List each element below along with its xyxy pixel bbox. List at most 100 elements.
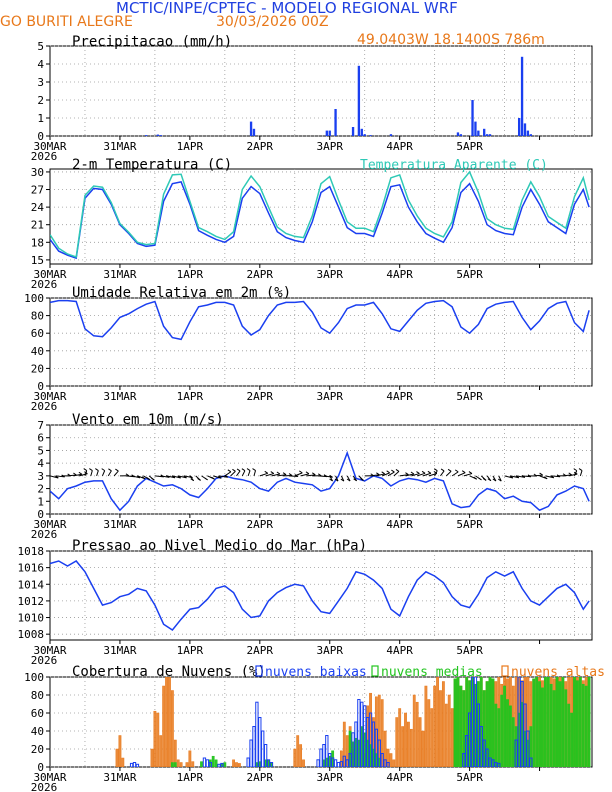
precip-bar bbox=[156, 134, 159, 136]
cloud-bar-altas bbox=[424, 685, 428, 767]
cloud-bar-altas bbox=[345, 735, 349, 767]
wind-barb bbox=[574, 470, 578, 477]
x-tick-label: 30MAR bbox=[33, 518, 66, 531]
panel-precip: 0 1 2 3 4 5 30MAR 31MAR 1APR 2APR 3APR 4APR 5APR 2026… bbox=[31, 34, 593, 163]
cloud-bar-baixas bbox=[371, 721, 376, 767]
cloud-bar-altas bbox=[412, 694, 416, 767]
wind-barb-head bbox=[482, 477, 487, 481]
plot-area bbox=[50, 560, 590, 632]
cloud-bar-medias bbox=[584, 685, 588, 767]
cloud-bar-altas bbox=[153, 710, 157, 767]
panel-frame bbox=[49, 168, 593, 265]
x-tick-label: 2APR bbox=[247, 390, 274, 403]
cloud-bar-baixas bbox=[529, 757, 533, 767]
cloud-bar-medias bbox=[552, 690, 556, 767]
cloud-bar-medias bbox=[578, 677, 582, 767]
wind-barb bbox=[241, 470, 246, 477]
cloud-bar-medias bbox=[348, 730, 352, 767]
wind-barb-head bbox=[329, 474, 333, 478]
wind-barb bbox=[463, 473, 473, 477]
wind-barb-head bbox=[197, 477, 201, 481]
wind-barb bbox=[411, 473, 420, 477]
wind-barb bbox=[90, 470, 93, 476]
wind-barb-head bbox=[232, 468, 236, 472]
wind-barb-head bbox=[568, 472, 572, 476]
precip-bar bbox=[351, 127, 355, 136]
wind-barb-head bbox=[391, 469, 395, 473]
panel-frame bbox=[49, 45, 593, 137]
cloud-bar-medias bbox=[503, 685, 506, 767]
x-tick-label: 2APR bbox=[247, 518, 274, 531]
wind-barb bbox=[522, 475, 531, 478]
header-run: 30/03/2026 00Z bbox=[216, 14, 329, 30]
wind-barb-head bbox=[146, 477, 151, 481]
panel-title: Umidade Relativa em 2m (%) bbox=[72, 285, 291, 301]
wind-barb-head bbox=[78, 471, 83, 475]
wind-barb bbox=[445, 470, 452, 477]
cloud-bar-baixas bbox=[205, 759, 210, 767]
x-tick-label: 1APR bbox=[177, 268, 204, 281]
wind-barb-head bbox=[141, 476, 146, 480]
wind-barb-head bbox=[311, 472, 316, 476]
wind-barb-head bbox=[241, 468, 246, 472]
cloud-bar-altas bbox=[389, 753, 393, 767]
x-axis-year: 2026 bbox=[31, 528, 58, 541]
legend-label: nuvens altas bbox=[511, 665, 605, 680]
legend-temp-aparente: Temperatura Aparente (C) bbox=[360, 158, 548, 173]
wind-barb-head bbox=[433, 468, 438, 472]
x-tick-label: 1APR bbox=[177, 518, 204, 531]
cloud-bar-medias bbox=[558, 681, 562, 767]
cloud-bar-altas bbox=[418, 717, 422, 767]
wind-barb-head bbox=[211, 476, 215, 480]
cloud-bar-baixas bbox=[514, 739, 518, 767]
cloud-bar-altas bbox=[238, 763, 241, 767]
precip-bar bbox=[249, 121, 253, 136]
cloud-bar-medias bbox=[482, 690, 486, 767]
cloud-bar-medias bbox=[587, 677, 591, 767]
y-tick-label: 27 bbox=[31, 184, 44, 197]
precip-bar bbox=[328, 130, 331, 136]
wind-barb-head bbox=[305, 471, 310, 475]
cloud-bar-altas bbox=[191, 761, 195, 767]
wind-barb-head bbox=[329, 478, 333, 482]
wind-barb-head bbox=[492, 478, 497, 482]
y-tick-label: 1010 bbox=[18, 612, 45, 625]
cloud-bar-altas bbox=[450, 708, 454, 767]
wind-barb-head bbox=[95, 468, 99, 471]
cloud-bar-medias bbox=[506, 699, 509, 767]
cloud-bar-baixas bbox=[342, 755, 346, 767]
cloud-bar-medias bbox=[570, 712, 574, 767]
x-tick-label: 2APR bbox=[247, 140, 274, 153]
y-tick-label: 60 bbox=[31, 327, 44, 340]
cloud-bar-baixas bbox=[258, 717, 262, 767]
cloud-bar-baixas bbox=[316, 759, 320, 767]
cloud-bar-baixas bbox=[365, 717, 370, 767]
y-tick-label: 60 bbox=[31, 707, 44, 720]
x-tick-label: 3APR bbox=[316, 518, 343, 531]
cloud-bar-baixas bbox=[473, 677, 478, 767]
wind-barb-head bbox=[461, 470, 466, 474]
x-tick-label: 4APR bbox=[386, 268, 413, 281]
cloud-bar-altas bbox=[526, 677, 530, 767]
wind-barb-head bbox=[264, 470, 269, 474]
y-tick-label: 3 bbox=[37, 470, 44, 483]
x-axis-year: 2026 bbox=[31, 278, 58, 291]
cloud-bar-medias bbox=[500, 694, 504, 767]
cloud-bar-altas bbox=[392, 759, 396, 767]
cloud-bar-baixas bbox=[465, 735, 469, 767]
cloud-bar-altas bbox=[162, 685, 166, 767]
x-tick-label: 30MAR bbox=[33, 268, 66, 281]
y-tick-label: 15 bbox=[31, 254, 44, 267]
y-tick-label: 7 bbox=[37, 419, 44, 432]
cloud-bar-medias bbox=[494, 703, 498, 767]
legend-label: nuvens baixas bbox=[265, 665, 367, 680]
cloud-bar-baixas bbox=[520, 681, 524, 767]
cloud-bar-altas bbox=[407, 721, 410, 767]
wind-barb-head bbox=[252, 468, 256, 471]
cloud-bar-baixas bbox=[333, 759, 338, 767]
cloud-bar-medias bbox=[546, 677, 550, 767]
cloud-bar-baixas bbox=[462, 753, 466, 767]
wind-barb-head bbox=[125, 473, 130, 477]
wind-barb-head bbox=[270, 471, 275, 474]
cloud-bar-altas bbox=[447, 694, 451, 767]
